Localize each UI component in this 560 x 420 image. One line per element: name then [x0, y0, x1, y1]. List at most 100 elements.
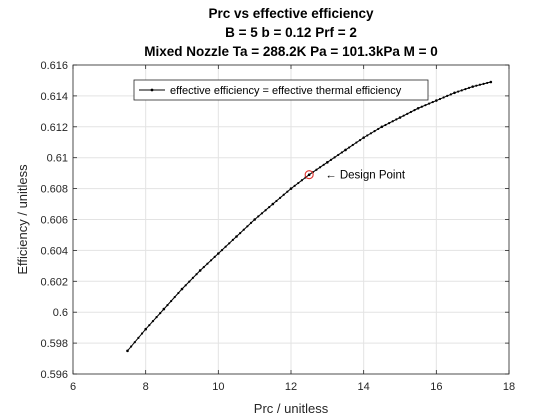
data-point [326, 161, 329, 164]
marker-dot [315, 168, 318, 171]
x-tick-label: 6 [70, 381, 76, 393]
y-tick-label: 0.596 [40, 369, 68, 381]
marker-dot [413, 109, 416, 112]
data-point [471, 85, 474, 88]
data-point [398, 116, 402, 119]
y-tick-label: 0.602 [40, 276, 68, 288]
y-tick-label: 0.598 [40, 338, 68, 350]
marker-dot [467, 86, 471, 89]
title-line: B = 5 b = 0.12 Prf = 2 [225, 25, 357, 40]
marker-dot [133, 341, 136, 344]
marker-dot [184, 284, 187, 287]
title-line: Prc vs effective efficiency [208, 6, 374, 21]
grid [72, 64, 510, 375]
design-point-label: ← Design Point [325, 170, 406, 182]
chart-title: Prc vs effective efficiency B = 5 b = 0.1… [144, 6, 438, 59]
data-point [380, 125, 384, 129]
y-tick-label: 0.604 [40, 245, 68, 257]
marker-dot [486, 81, 489, 85]
x-axis-label: Prc / unitless [254, 401, 329, 416]
marker-dot [482, 82, 485, 85]
marker-dot [402, 114, 405, 117]
marker-dot [358, 138, 362, 142]
marker-dot [369, 132, 373, 135]
data-point [162, 307, 166, 311]
data-point [235, 235, 238, 238]
marker-dot [366, 134, 369, 137]
marker-dot [457, 90, 460, 93]
marker-dot [409, 110, 412, 114]
data-point [435, 99, 438, 102]
marker-dot [384, 123, 387, 127]
marker-dot [268, 206, 271, 209]
marker-dot [148, 324, 151, 327]
marker-dot [206, 262, 209, 265]
marker-dot [337, 153, 340, 157]
y-tick-label: 0.612 [40, 122, 68, 134]
marker-dot [246, 225, 249, 228]
y-axis-label: Efficiency / unitless [15, 164, 30, 275]
marker-dot [427, 102, 431, 105]
marker-dot [348, 146, 351, 149]
marker-dot [406, 112, 409, 115]
marker-dot [159, 312, 162, 315]
marker-dot [377, 127, 380, 131]
marker-dot [260, 212, 264, 215]
marker-dot [202, 265, 205, 269]
marker-dot [140, 332, 144, 335]
marker-dot [239, 232, 242, 235]
x-tick-label: 14 [358, 381, 370, 393]
marker-dot [170, 299, 173, 303]
marker-dot [177, 291, 180, 295]
marker-dot [282, 193, 285, 196]
data-point [307, 173, 311, 176]
marker-dot [442, 96, 445, 99]
marker-dot [286, 190, 289, 193]
data-point [362, 136, 365, 139]
data-point [126, 349, 129, 353]
x-tick-label: 16 [430, 381, 442, 393]
marker-dot [220, 248, 224, 252]
marker-dot [438, 97, 442, 101]
marker-dot [213, 255, 216, 258]
marker-dot [351, 143, 354, 147]
marker-dot [188, 280, 191, 283]
y-tick-label: 0.608 [40, 184, 68, 196]
data-point [253, 218, 256, 221]
data-point [416, 106, 420, 110]
marker-dot [242, 228, 245, 231]
marker-dot [231, 238, 234, 241]
marker-dot [449, 93, 452, 96]
annotations: ← Design Point [304, 170, 406, 182]
marker-dot [333, 156, 336, 159]
marker-dot [420, 105, 423, 108]
marker-dot [209, 259, 213, 262]
marker-dot [322, 163, 325, 166]
marker-dot [228, 242, 231, 245]
marker-dot [151, 320, 155, 323]
marker-dot [173, 295, 176, 299]
marker-dot [297, 181, 300, 185]
marker-dot [300, 179, 303, 182]
marker-dot [478, 83, 482, 86]
marker-dot [191, 276, 194, 279]
y-tick-label: 0.6 [53, 307, 68, 319]
data-point [453, 91, 456, 95]
marker-dot [446, 94, 449, 97]
data-point [289, 187, 293, 190]
marker-dot [195, 273, 198, 276]
marker-dot [355, 141, 358, 144]
marker-dot [264, 209, 267, 212]
marker-dot [329, 158, 333, 161]
marker-dot [318, 166, 322, 169]
marker-dot [475, 84, 478, 87]
marker-dot [373, 130, 376, 133]
marker-dot [166, 303, 169, 307]
axes: 6 8 10 12 14 16 18 0.596 0.598 0.6 0.602 0.604 0.606… [40, 60, 515, 393]
y-tick-label: 0.606 [40, 215, 68, 227]
marker-dot [155, 316, 158, 319]
data-point [198, 269, 202, 272]
marker-dot [249, 221, 253, 224]
